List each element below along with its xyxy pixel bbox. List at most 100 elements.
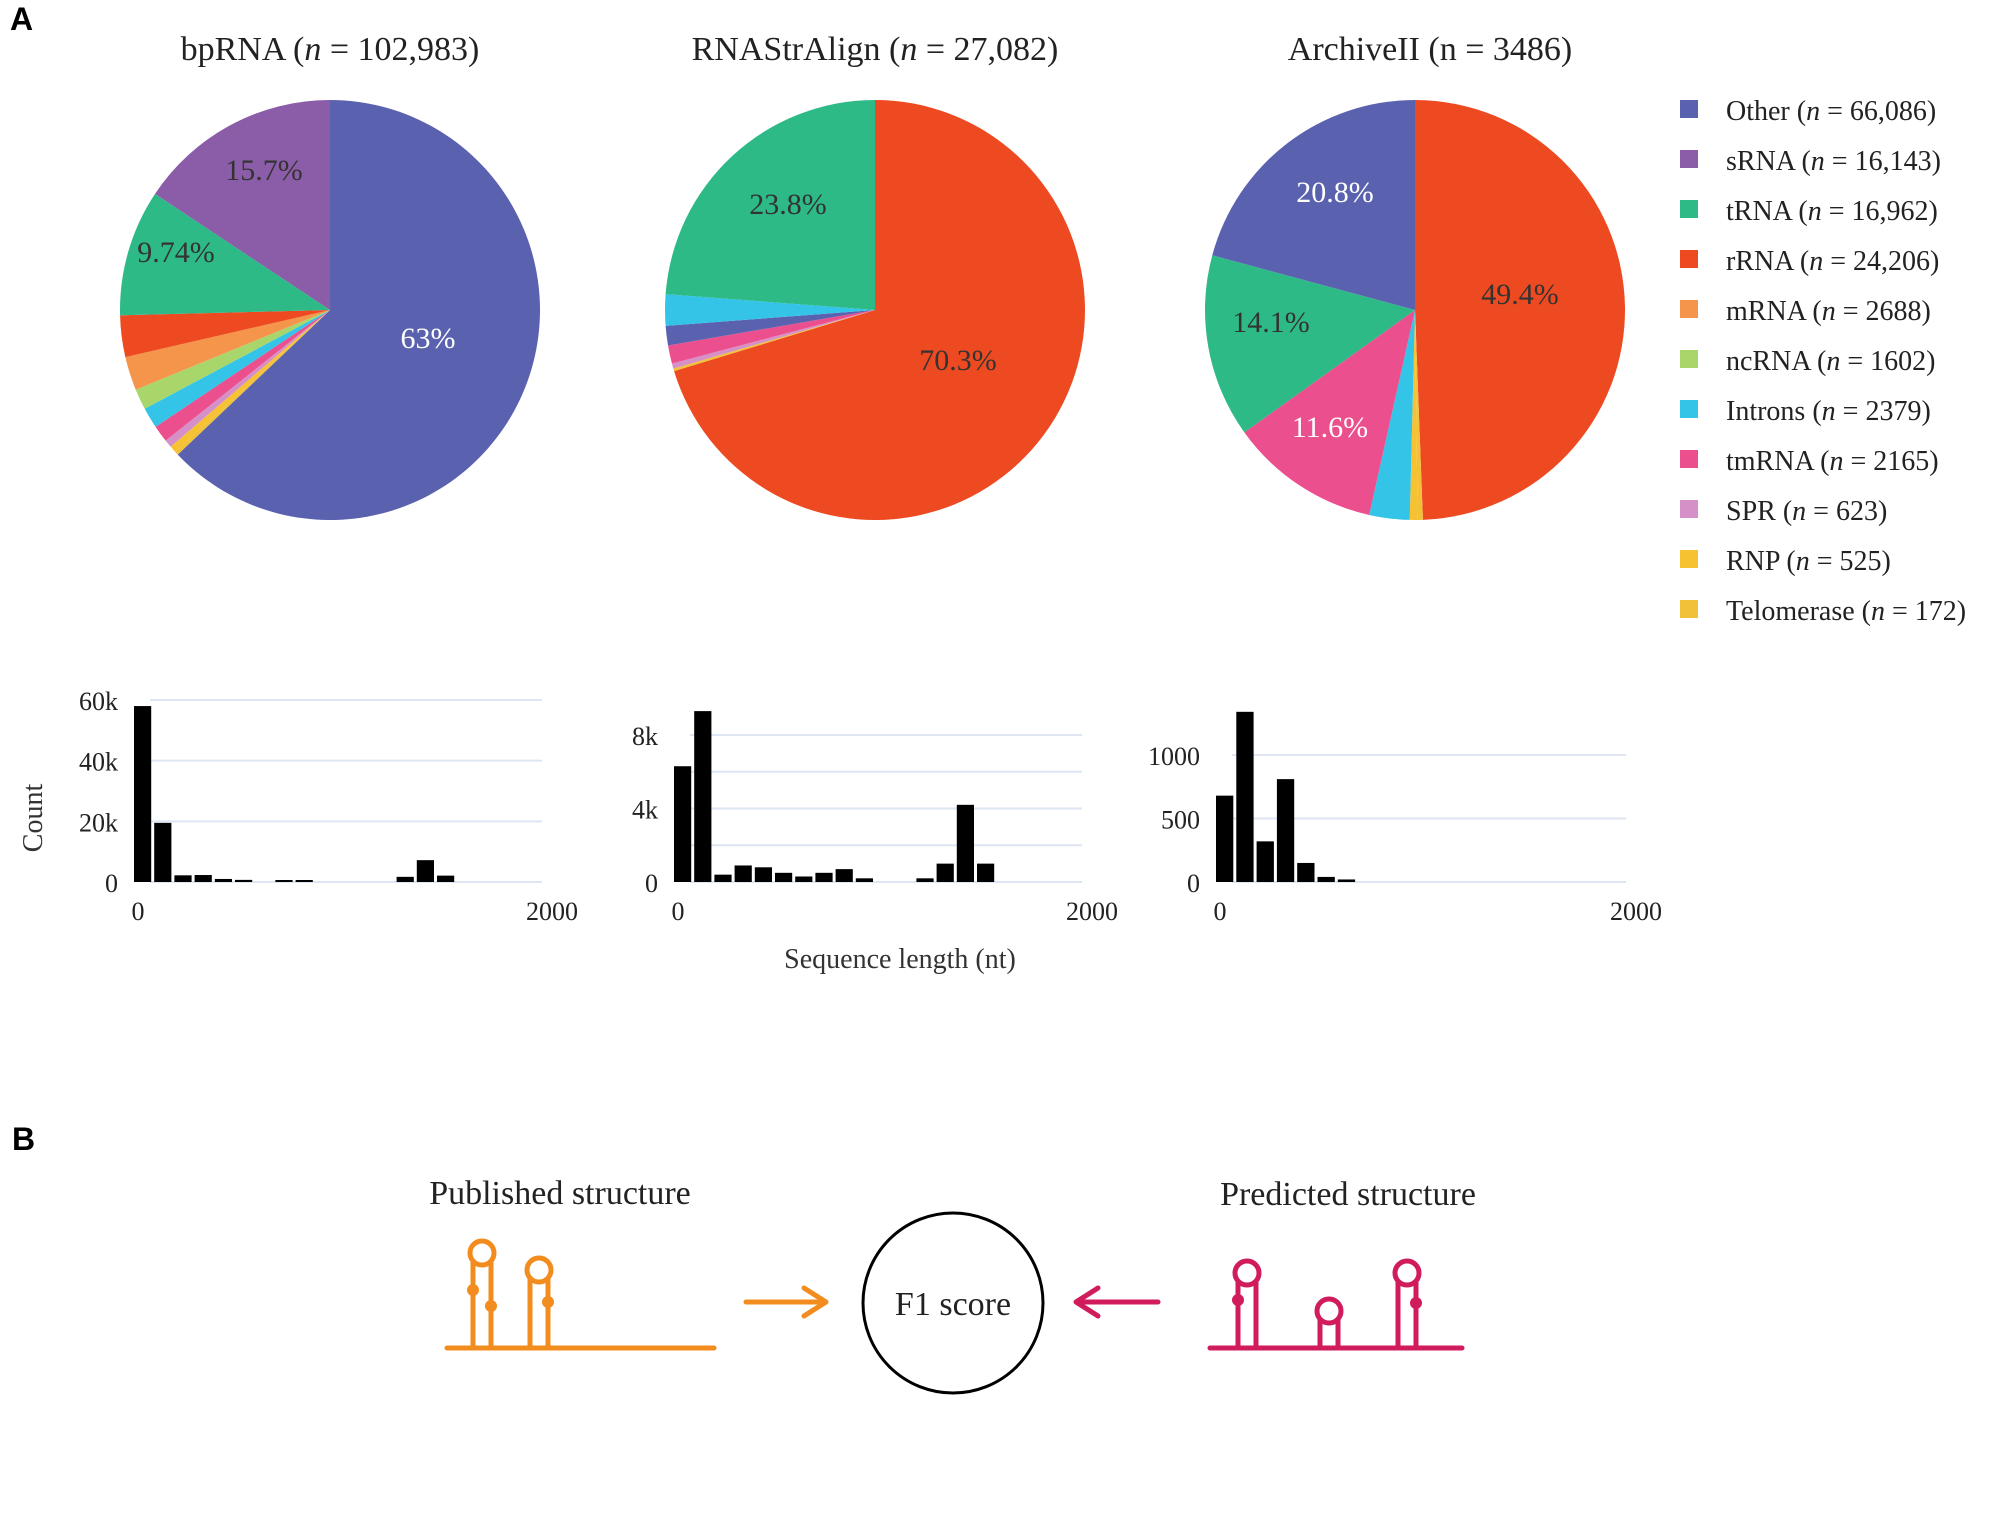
pie-slice-rnp xyxy=(170,310,330,452)
pie-chart-archiveii: ArchiveII (n = 3486) 49.4% 11.6% 14.1% 20.8… xyxy=(1205,31,1625,521)
y-tick-label: 500 xyxy=(1161,806,1200,835)
predicted-structure-label: Predicted structure xyxy=(1220,1176,1476,1213)
pie-slice-other xyxy=(665,310,875,346)
pie-slice-introns xyxy=(1369,310,1415,520)
histogram-bar xyxy=(936,863,954,882)
histogram-bar xyxy=(1216,795,1234,882)
histogram-bar xyxy=(396,876,414,882)
histogram-rnastralign: 0 4k 8k 0 2000 xyxy=(632,711,1118,926)
y-axis-label: Count xyxy=(18,784,49,853)
histogram-bprna: 0 20k 40k 60k 0 2000 xyxy=(79,687,578,926)
pie-slice-tmrna xyxy=(1244,310,1415,515)
y-tick-label: 1000 xyxy=(1148,742,1200,771)
pie-slice-introns xyxy=(144,310,330,427)
histogram-bar xyxy=(694,711,712,882)
legend-entry: rRNA (n = 24,206) xyxy=(1726,246,1939,277)
published-structure-label: Published structure xyxy=(429,1175,691,1212)
pie-slice-ncrna xyxy=(135,310,330,409)
histogram-bar xyxy=(977,863,995,882)
pie-slice-label: 70.3% xyxy=(919,344,997,377)
histogram-bar xyxy=(174,875,192,882)
histogram-bar xyxy=(674,766,692,882)
y-tick-label: 20k xyxy=(79,808,118,837)
legend-entry: mRNA (n = 2688) xyxy=(1726,296,1931,327)
pie-slice-label: 11.6% xyxy=(1292,411,1368,444)
legend: Other (n = 66,086) sRNA (n = 16,143) tRNA … xyxy=(1680,96,1966,627)
pie-slice-label: 49.4% xyxy=(1481,278,1559,311)
histogram-bar xyxy=(154,822,172,882)
pie-slice-tmrna xyxy=(155,310,330,441)
legend-swatch-tmrna xyxy=(1680,450,1698,468)
histogram-bar xyxy=(1236,711,1254,882)
histogram-bar xyxy=(916,878,934,882)
pie-title: RNAStrAlign (n = 27,082) xyxy=(692,31,1059,68)
arrow-left-icon xyxy=(1073,1285,1161,1319)
y-tick-label: 8k xyxy=(632,722,658,751)
pie-slice-tmrna xyxy=(668,310,875,364)
y-tick-label: 0 xyxy=(105,869,118,898)
y-tick-label: 40k xyxy=(79,748,118,777)
histogram-archiveii: 0 500 1000 0 2000 xyxy=(1148,711,1662,926)
histogram-bar xyxy=(1256,841,1274,882)
pie-slice-rrna xyxy=(1415,100,1625,520)
legend-swatch-srna xyxy=(1680,150,1698,168)
legend-entry: Other (n = 66,086) xyxy=(1726,96,1936,127)
histogram-bar xyxy=(775,872,793,882)
panel-label-b: B xyxy=(12,1121,35,1157)
y-tick-label: 60k xyxy=(79,687,118,716)
x-axis-label: Sequence length (nt) xyxy=(784,944,1016,975)
legend-entry: ncRNA (n = 1602) xyxy=(1726,346,1935,377)
published-structure-icon xyxy=(444,1238,717,1351)
histogram-bar xyxy=(134,706,152,882)
pie-slice-telomerase xyxy=(175,310,330,455)
histogram-bar xyxy=(1297,862,1315,882)
histogram-bar xyxy=(855,878,873,882)
legend-entry: Telomerase (n = 172) xyxy=(1726,596,1966,627)
f1-score-circle xyxy=(861,1211,1045,1395)
pie-chart-bprna: bpRNA (n = 102,983) 63% 9.74% 15.7% xyxy=(119,31,540,521)
histogram-bar xyxy=(754,867,772,882)
pie-slice-other xyxy=(177,100,540,521)
histogram-bar xyxy=(437,875,455,882)
pie-slice-telomerase xyxy=(1415,310,1423,520)
pie-slice-rrna xyxy=(674,100,1086,520)
pie-slice-spr xyxy=(165,310,330,447)
pie-slice-label: 15.7% xyxy=(225,154,303,187)
histogram-bar xyxy=(214,878,232,882)
histogram-bar xyxy=(956,804,974,882)
legend-swatch-ncrna xyxy=(1680,350,1698,368)
pie-slice-spr xyxy=(671,310,875,369)
legend-swatch-rrna xyxy=(1680,250,1698,268)
legend-swatch-introns xyxy=(1680,400,1698,418)
legend-entry: sRNA (n = 16,143) xyxy=(1726,146,1941,177)
f1-diagram: Published structure Predicted structure … xyxy=(429,1175,1476,1395)
histogram-bar xyxy=(235,879,253,882)
pie-slice-label: 20.8% xyxy=(1296,176,1374,209)
pie-slice-trna xyxy=(1205,255,1415,433)
pie-slice-other xyxy=(1212,100,1415,310)
legend-swatch-mrna xyxy=(1680,300,1698,318)
pie-slice-label: 23.8% xyxy=(749,188,827,221)
legend-swatch-rnp xyxy=(1680,550,1698,568)
y-tick-label: 4k xyxy=(632,796,658,825)
predicted-structure-icon xyxy=(1207,1258,1465,1351)
legend-swatch-telomerase xyxy=(1680,600,1698,618)
x-tick-label: 2000 xyxy=(526,897,578,926)
pie-slice-telomerase xyxy=(673,310,875,372)
legend-entry: Introns (n = 2379) xyxy=(1726,396,1931,427)
histogram-bar xyxy=(714,874,732,882)
pie-slice-label: 9.74% xyxy=(137,236,215,269)
x-tick-label: 2000 xyxy=(1610,897,1662,926)
legend-swatch-trna xyxy=(1680,200,1698,218)
histogram-bar xyxy=(815,872,833,882)
pie-chart-rnastralign: RNAStrAlign (n = 27,082) 70.3% 23.8% xyxy=(664,31,1086,520)
histogram-bar xyxy=(1317,876,1335,882)
histogram-bar xyxy=(795,876,813,882)
legend-entry: SPR (n = 623) xyxy=(1726,496,1887,527)
histogram-bar xyxy=(835,869,853,882)
pie-slice-trna xyxy=(665,100,875,310)
histogram-bar xyxy=(275,880,293,882)
histogram-bar xyxy=(734,865,752,882)
histogram-bar xyxy=(416,860,434,882)
